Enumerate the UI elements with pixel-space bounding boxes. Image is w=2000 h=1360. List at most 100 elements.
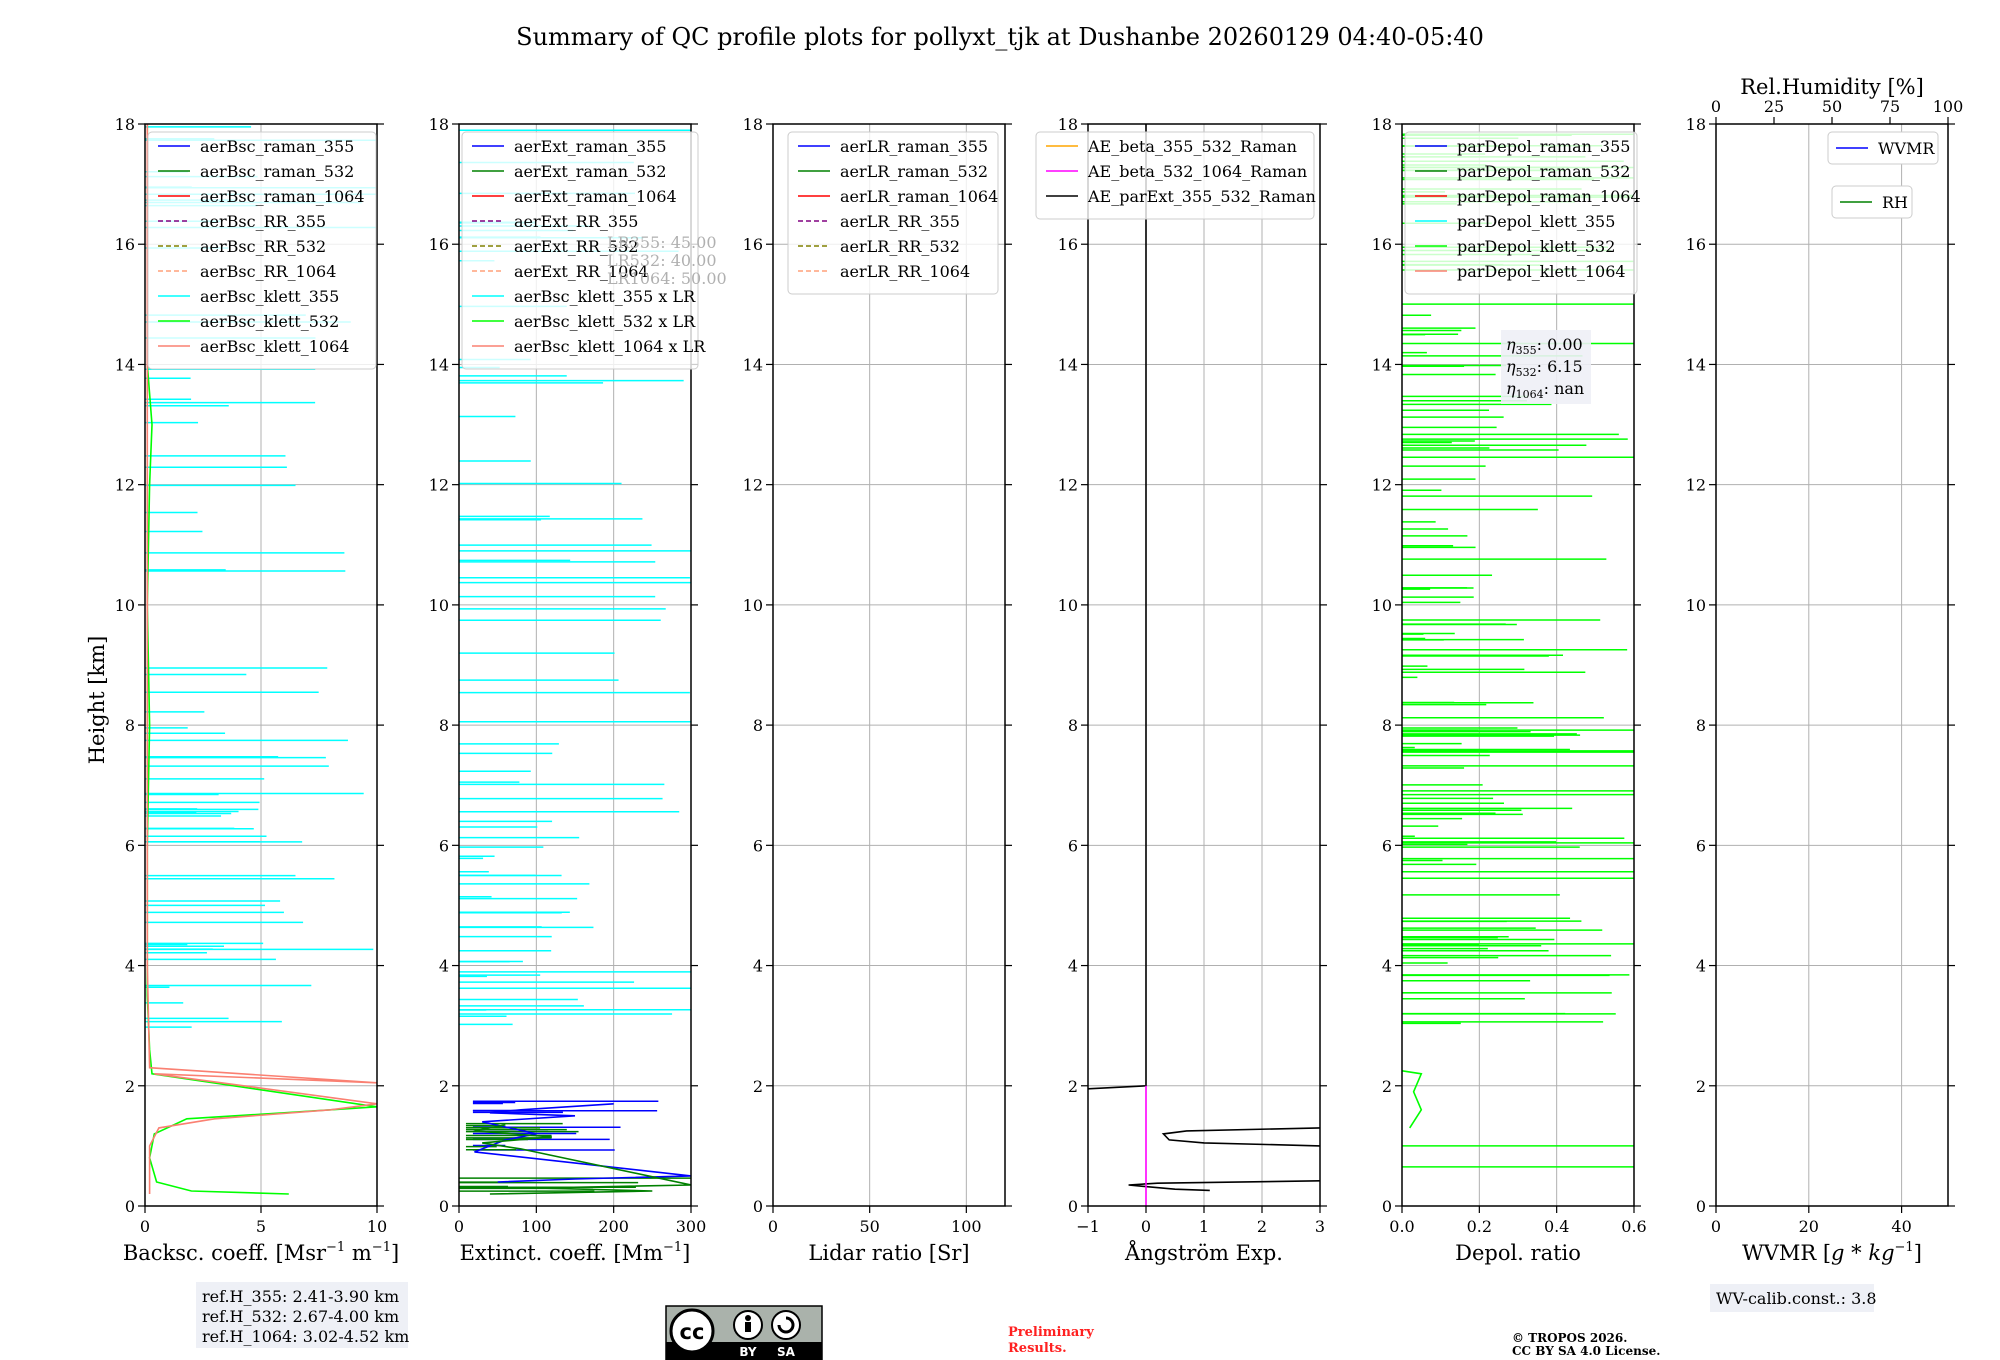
- x-axis-label: Ångström Exp.: [1124, 1240, 1283, 1265]
- ytick-label: 10: [743, 596, 763, 615]
- ytick-label: 4: [753, 957, 763, 976]
- ytick-label: 14: [1058, 355, 1078, 374]
- cc-icon: [669, 1308, 715, 1354]
- legend-entry: parDepol_raman_1064: [1457, 187, 1641, 206]
- legend-entry: RH: [1882, 193, 1908, 212]
- legend-entry: aerBsc_klett_1064: [200, 337, 349, 356]
- top-axis-label: Rel.Humidity [%]: [1740, 75, 1924, 99]
- ytick-label: 12: [1686, 476, 1706, 495]
- ytick-label: 12: [1372, 476, 1392, 495]
- xtick-label: 20: [1799, 1217, 1819, 1236]
- legend-entry: parDepol_raman_355: [1457, 137, 1630, 156]
- ytick-label: 0: [439, 1197, 449, 1216]
- y-axis-label: Height [km]: [85, 636, 109, 765]
- eta-value: : 6.15: [1537, 357, 1583, 376]
- axes-frame: [1087, 123, 1321, 1207]
- series-ae-parext-355-532-raman: [1128, 1180, 1320, 1192]
- x-axis-label-main: Backsc. coeff. [Msr: [123, 1241, 327, 1265]
- axes-frame: [772, 123, 1006, 1207]
- ytick-label: 14: [743, 355, 763, 374]
- series-aerext-raman-532: [474, 1124, 691, 1195]
- wv-calib-text: WV-calib.const.: 3.8: [1716, 1289, 1877, 1308]
- x-axis-label-unit: g: [1831, 1241, 1844, 1265]
- xtick-label: 0: [1711, 1217, 1721, 1236]
- ytick-label: 16: [115, 235, 135, 254]
- ytick-label: 16: [429, 235, 449, 254]
- ref-height-532: ref.H_532: 2.67-4.00 km: [202, 1307, 399, 1326]
- ytick-label: 0: [1068, 1197, 1078, 1216]
- eta-box: [1501, 330, 1591, 404]
- legend-box: [1035, 131, 1315, 220]
- ytick-label: 6: [1068, 836, 1078, 855]
- xtick-label: 100: [951, 1217, 982, 1236]
- panel-bsc: 0 2 4 6 8 10 12 14 16 18 0 5 10 aerBsc_raman_355 aerBs…: [115, 115, 400, 1265]
- ytick-label: 18: [1372, 115, 1392, 134]
- ytick-label: 16: [1372, 235, 1392, 254]
- ytick-label: 8: [439, 716, 449, 735]
- x-axis-label-end: ]: [1914, 1241, 1922, 1265]
- legend-entry: parDepol_raman_532: [1457, 162, 1630, 181]
- xtick-label: −1: [1076, 1217, 1100, 1236]
- ytick-label: 2: [439, 1077, 449, 1096]
- ytick-label: 18: [1058, 115, 1078, 134]
- x-axis-label: Lidar ratio [Sr]: [808, 1241, 969, 1265]
- by-icon-body: [745, 1322, 751, 1332]
- legend-entry: aerBsc_RR_355: [200, 212, 326, 231]
- x-axis-label-sup2: −1: [372, 1240, 391, 1255]
- x-axis-label-unit2: kg: [1868, 1241, 1894, 1265]
- ytick-label: 8: [1068, 716, 1078, 735]
- panel-depol: 0 2 4 6 8 10 12 14 16 18 0.0 0.2 0.4 0.6 parDepol_rama…: [1372, 115, 1647, 1265]
- ytick-label: 10: [1372, 596, 1392, 615]
- x-axis-label-sup: −1: [1895, 1240, 1914, 1255]
- xtick-label: 0.0: [1389, 1217, 1414, 1236]
- ytick-label: 14: [115, 355, 135, 374]
- legend-entry: aerLR_RR_1064: [840, 262, 970, 281]
- x-axis-label-op: *: [1844, 1241, 1868, 1265]
- eta-subscript: 1064: [1516, 388, 1544, 401]
- legend-entry: aerExt_raman_355: [514, 137, 667, 156]
- xtick-label: 0: [768, 1217, 778, 1236]
- legend-entry: aerBsc_klett_1064 x LR: [514, 337, 706, 356]
- x-axis-label-end: ]: [682, 1241, 690, 1265]
- cc-license-badge: cc BY SA: [665, 1305, 823, 1360]
- copyright-line-1: © TROPOS 2026.: [1512, 1331, 1627, 1345]
- x-axis-label-mid: m: [345, 1241, 372, 1265]
- badge-sa-label: SA: [777, 1345, 796, 1359]
- series-aerbsc-klett-1064: [146, 124, 377, 1194]
- legend-box: [461, 131, 699, 370]
- legend-entry: AE_parExt_355_532_Raman: [1087, 187, 1316, 206]
- ytick-label: 4: [1068, 957, 1078, 976]
- legend-entry: aerExt_RR_532: [514, 237, 638, 256]
- legend-entry: aerLR_RR_355: [840, 212, 960, 231]
- ref-height-bg: [196, 1282, 408, 1348]
- legend-entry: aerLR_RR_532: [840, 237, 960, 256]
- legend-entry: WVMR: [1878, 139, 1935, 158]
- figure-title: Summary of QC profile plots for pollyxt_…: [516, 23, 1484, 51]
- legend-entry: parDepol_klett_355: [1457, 212, 1615, 231]
- ytick-label: 10: [429, 596, 449, 615]
- ytick-label: 2: [1068, 1077, 1078, 1096]
- series-aerbsc-klett-532: [146, 124, 377, 1195]
- xtick-label: 1: [1199, 1217, 1209, 1236]
- panel-ext: 0 2 4 6 8 10 12 14 16 18 0 100 200 300 aerExt_raman_35…: [429, 115, 727, 1265]
- eta-symbol: η: [1506, 335, 1516, 354]
- ytick-label: 4: [1696, 957, 1706, 976]
- legend-entry: aerLR_raman_355: [840, 137, 988, 156]
- xtick-label: 0: [1141, 1217, 1151, 1236]
- xtick-label: 2: [1257, 1217, 1267, 1236]
- ref-height-box: ref.H_355: 2.41-3.90 km ref.H_532: 2.67-…: [196, 1282, 409, 1348]
- plot-area: [145, 124, 377, 1195]
- legend-entry: AE_beta_355_532_Raman: [1087, 137, 1297, 156]
- eta-symbol: η: [1506, 379, 1516, 398]
- xtick-label: 0.2: [1467, 1217, 1492, 1236]
- ytick-label: 2: [125, 1077, 135, 1096]
- legend-entry: aerExt_RR_355: [514, 212, 638, 231]
- ytick-label: 14: [1372, 355, 1392, 374]
- ytick-label: 16: [1686, 235, 1706, 254]
- top-xtick-label: 0: [1711, 97, 1721, 116]
- eta-subscript: 532: [1516, 366, 1537, 379]
- ytick-label: 8: [1382, 716, 1392, 735]
- eta-value: : nan: [1544, 379, 1585, 398]
- ytick-label: 6: [125, 836, 135, 855]
